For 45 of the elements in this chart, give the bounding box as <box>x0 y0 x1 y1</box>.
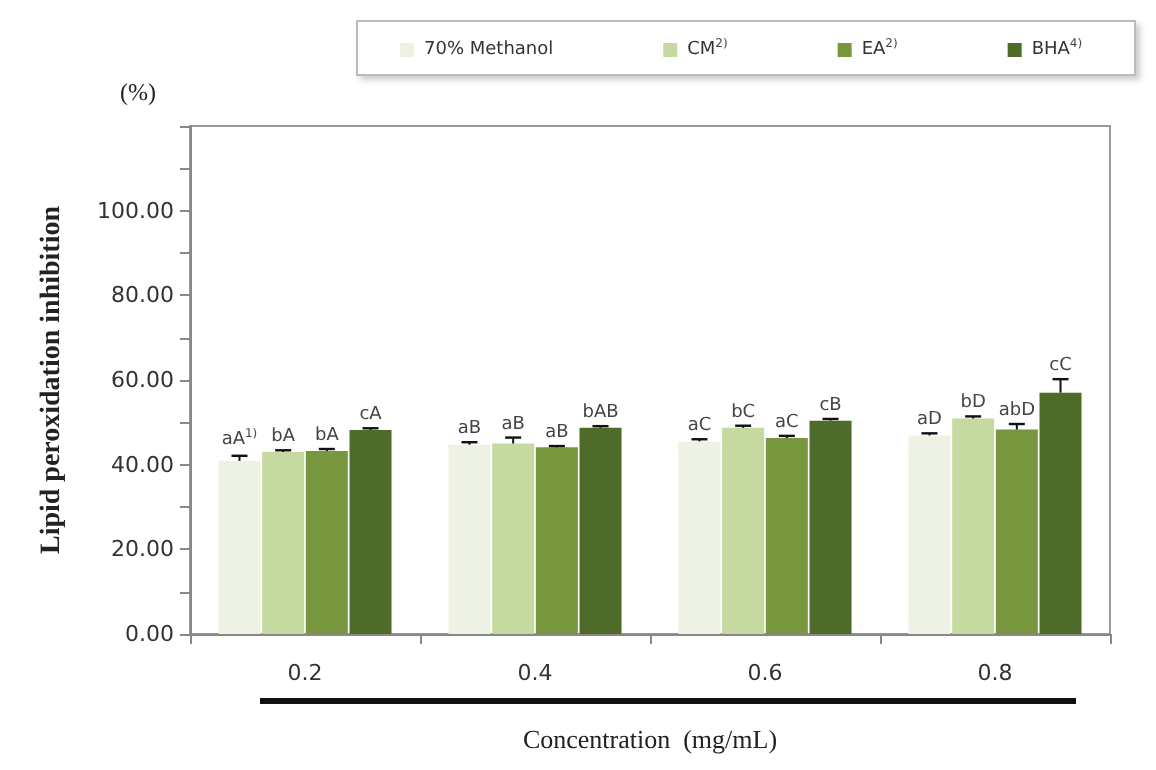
annotation: bD <box>960 393 986 414</box>
x-axis-title: Concentration (mg/mL) <box>522 724 778 754</box>
annotation: aB <box>545 423 569 444</box>
y-tick-label: 80.00 <box>111 282 174 309</box>
y-axis-title: Lipid peroxidation inhibition <box>37 205 67 555</box>
bar <box>218 460 261 634</box>
annotation: cA <box>359 405 384 426</box>
bar <box>535 447 578 634</box>
annotation: aD <box>917 410 943 431</box>
legend-label: 70% Methanol <box>424 40 554 60</box>
annotation: aC <box>687 416 712 437</box>
annotation: aB <box>501 414 525 435</box>
bar <box>262 451 305 634</box>
x-tick-label: 0.6 <box>747 660 783 686</box>
annotation: cB <box>819 395 842 416</box>
y-tick-label: 20.00 <box>111 536 174 563</box>
text: (%) <box>120 78 156 106</box>
x-tick-label: 0.4 <box>517 660 553 686</box>
annotation: bA <box>314 426 341 446</box>
bar <box>678 441 721 634</box>
y-tick-label: 60.00 <box>111 367 174 393</box>
bar <box>995 429 1038 634</box>
bar <box>952 418 995 634</box>
y-tick-label: 40.00 <box>111 451 174 478</box>
x-tick-label: 0.2 <box>287 660 323 686</box>
bar <box>908 435 951 634</box>
y-tick-label: 100.00 <box>97 197 174 224</box>
bar <box>722 427 765 634</box>
bar <box>765 438 808 634</box>
bar <box>448 444 491 634</box>
bar <box>809 420 852 634</box>
annotation: aC <box>775 412 799 433</box>
annotation: bC <box>731 402 756 423</box>
annotation: bAB <box>582 403 619 424</box>
bar <box>349 429 392 634</box>
bar <box>305 451 348 634</box>
annotation: abD <box>998 401 1036 422</box>
annotation: bA <box>271 427 297 448</box>
bar <box>579 427 622 634</box>
bar <box>1039 392 1082 634</box>
bar <box>492 443 535 634</box>
annotation: aB <box>457 419 482 440</box>
x-tick-label: 0.8 <box>977 660 1013 686</box>
y-tick-label: 0.00 <box>125 621 174 647</box>
annotation: cC <box>1049 356 1072 377</box>
